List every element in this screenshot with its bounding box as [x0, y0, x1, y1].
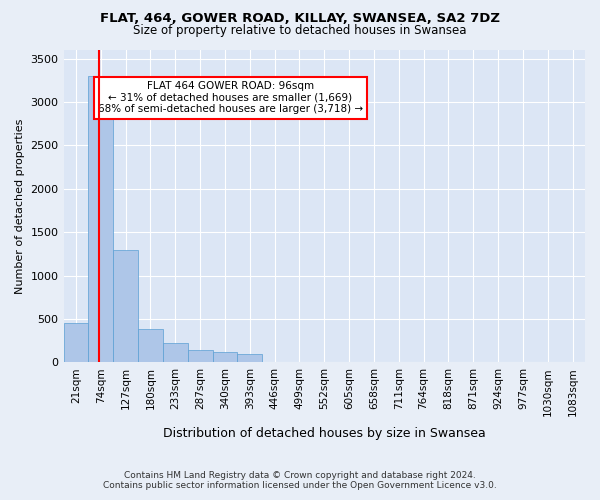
Bar: [238, 354, 262, 362]
Text: Size of property relative to detached houses in Swansea: Size of property relative to detached ho…: [133, 24, 467, 37]
X-axis label: Distribution of detached houses by size in Swansea: Distribution of detached houses by size …: [163, 427, 485, 440]
Bar: [188, 350, 212, 362]
Bar: [212, 352, 238, 362]
Y-axis label: Number of detached properties: Number of detached properties: [15, 118, 25, 294]
Bar: [113, 250, 138, 362]
Text: FLAT, 464, GOWER ROAD, KILLAY, SWANSEA, SA2 7DZ: FLAT, 464, GOWER ROAD, KILLAY, SWANSEA, …: [100, 12, 500, 26]
Text: FLAT 464 GOWER ROAD: 96sqm
← 31% of detached houses are smaller (1,669)
68% of s: FLAT 464 GOWER ROAD: 96sqm ← 31% of deta…: [98, 81, 363, 114]
Text: Contains HM Land Registry data © Crown copyright and database right 2024.
Contai: Contains HM Land Registry data © Crown c…: [103, 470, 497, 490]
Bar: [64, 324, 88, 362]
Bar: [138, 328, 163, 362]
Bar: [88, 76, 113, 362]
Bar: [163, 344, 188, 362]
